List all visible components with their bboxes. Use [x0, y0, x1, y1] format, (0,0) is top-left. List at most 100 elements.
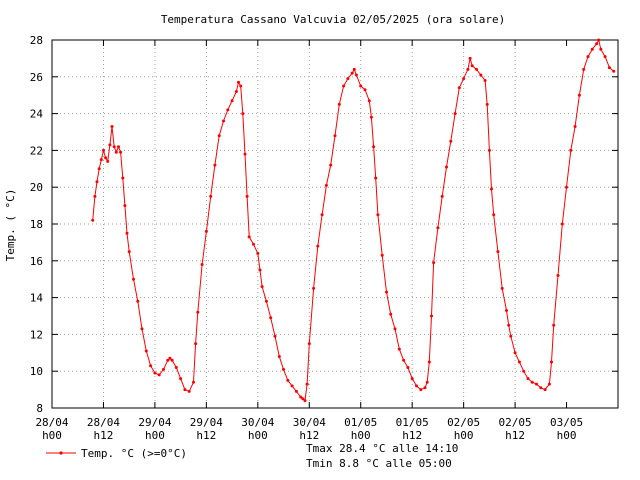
data-point — [470, 64, 474, 68]
legend: Temp. °C (>=0°C) — [46, 447, 187, 460]
data-point — [385, 290, 388, 294]
grid-lines — [52, 40, 618, 408]
data-point — [239, 84, 243, 88]
data-point — [595, 42, 599, 46]
data-point — [342, 84, 346, 88]
data-point — [517, 360, 521, 364]
data-point — [222, 119, 225, 123]
data-point — [168, 356, 172, 360]
data-point — [217, 134, 221, 138]
data-point — [312, 286, 316, 290]
data-point — [552, 323, 556, 327]
data-point — [95, 180, 99, 184]
x-tick-hour: h00 — [42, 429, 62, 442]
data-point — [140, 327, 144, 331]
data-point — [505, 309, 508, 312]
x-tick-hour: h12 — [402, 429, 422, 442]
data-point — [393, 327, 397, 331]
data-point — [577, 93, 581, 97]
data-point — [522, 369, 526, 373]
y-tick-label: 18 — [30, 218, 43, 231]
data-point — [475, 67, 478, 71]
data-point — [485, 102, 489, 106]
data-point — [104, 156, 108, 160]
data-point — [427, 360, 431, 364]
data-point — [277, 355, 281, 358]
data-point — [241, 112, 245, 116]
data-point — [509, 334, 513, 338]
data-point — [320, 213, 324, 217]
y-tick-label: 8 — [36, 402, 43, 415]
data-point — [483, 79, 487, 82]
data-point — [149, 364, 153, 368]
data-point — [479, 73, 483, 77]
data-point — [539, 386, 543, 390]
data-point — [307, 342, 311, 346]
data-point — [166, 358, 170, 362]
data-point — [389, 312, 393, 316]
data-point — [194, 342, 198, 346]
x-tick-date: 30/04 — [241, 416, 274, 429]
legend-label: Temp. °C (>=0°C) — [81, 447, 187, 460]
data-point — [106, 159, 110, 163]
x-tick-date: 02/05 — [499, 416, 532, 429]
data-point — [99, 158, 103, 162]
data-point — [305, 382, 309, 386]
data-point — [192, 380, 195, 384]
data-point — [187, 389, 191, 393]
data-point — [526, 377, 530, 381]
data-point — [607, 66, 611, 70]
data-point — [123, 204, 127, 208]
data-point — [117, 145, 120, 149]
data-point — [535, 382, 538, 386]
x-tick-hour: h12 — [196, 429, 216, 442]
data-point — [603, 55, 607, 59]
data-point — [119, 150, 123, 154]
data-point — [462, 77, 466, 81]
data-point — [252, 242, 255, 246]
data-point — [213, 163, 217, 167]
data-point — [256, 251, 260, 255]
data-point — [550, 360, 553, 364]
data-point — [183, 388, 187, 392]
x-tick-date: 30/04 — [293, 416, 326, 429]
data-point — [612, 69, 616, 73]
data-point — [590, 47, 594, 51]
data-point — [245, 194, 249, 198]
data-point — [582, 67, 586, 71]
data-point — [260, 285, 264, 289]
data-point — [565, 185, 568, 189]
data-point — [436, 226, 440, 230]
data-point — [367, 99, 371, 103]
data-point — [440, 194, 444, 198]
data-point — [97, 167, 101, 171]
data-point — [286, 378, 290, 382]
data-point — [179, 377, 183, 381]
y-tick-label: 10 — [30, 365, 43, 378]
y-tick-label: 26 — [30, 71, 43, 84]
data-point — [200, 263, 204, 266]
data-point — [226, 108, 230, 112]
y-tick-label: 22 — [30, 144, 43, 157]
data-point — [496, 250, 500, 254]
y-tick-label: 16 — [30, 255, 43, 268]
data-point — [419, 388, 423, 392]
x-tick-date: 29/04 — [190, 416, 223, 429]
data-point — [264, 299, 268, 303]
data-point — [354, 73, 358, 77]
data-point — [157, 373, 161, 377]
data-point — [243, 152, 247, 156]
x-tick-hour: h00 — [145, 429, 165, 442]
data-point — [350, 71, 354, 75]
data-point — [410, 377, 414, 381]
data-point — [423, 386, 427, 390]
data-point — [547, 382, 551, 386]
data-point — [543, 388, 547, 392]
data-point — [132, 277, 135, 281]
x-tick-hour: h00 — [454, 429, 474, 442]
data-point — [599, 47, 603, 51]
data-point — [237, 80, 240, 84]
data-point — [372, 145, 376, 149]
x-tick-date: 28/04 — [87, 416, 120, 429]
